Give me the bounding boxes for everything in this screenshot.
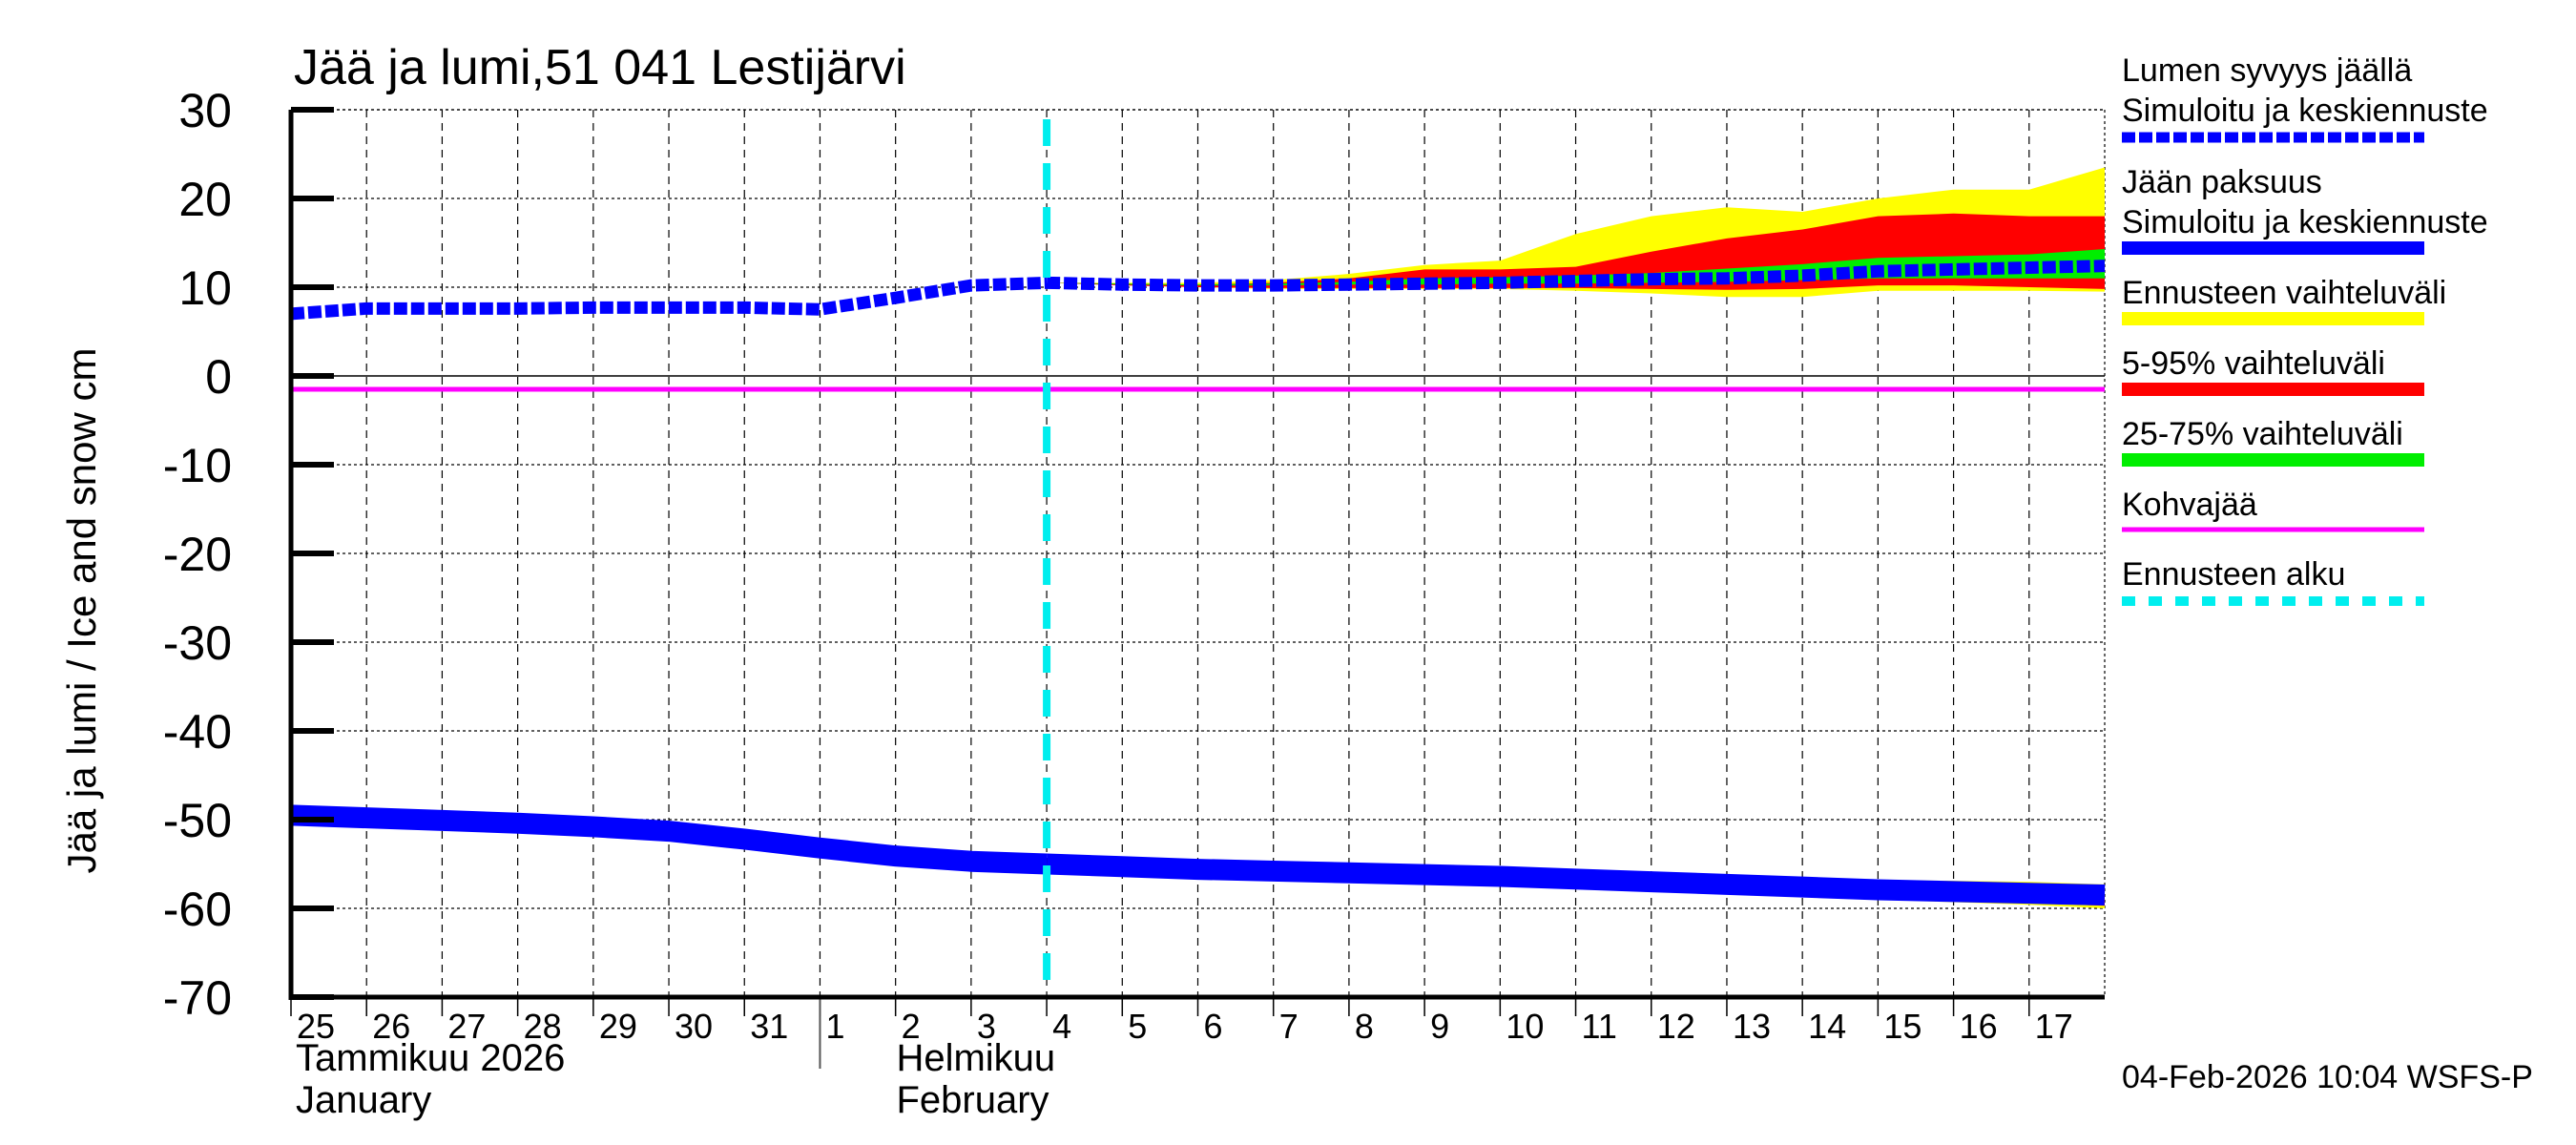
x-tick-label: 16 [1960, 1007, 1998, 1046]
snow-observed-line [290, 276, 1048, 321]
x-tick-label: 2 [902, 1007, 921, 1046]
snow-median-line [1046, 260, 2106, 292]
legend-item: Lumen syvyys jäällä Simuloitu ja keskienn… [2122, 52, 2488, 143]
legend: Lumen syvyys jäällä Simuloitu ja keskienn… [2122, 52, 2488, 606]
x-tick-label: 10 [1506, 1007, 1544, 1046]
timestamp: 04-Feb-2026 10:04 WSFS-P [2122, 1059, 2533, 1095]
x-tick-label: 7 [1279, 1007, 1298, 1046]
x-tick-label: 11 [1582, 1007, 1617, 1046]
x-tick-label: 12 [1657, 1007, 1695, 1046]
x-tick-label: 25 [297, 1007, 335, 1046]
x-tick-label: 3 [977, 1007, 996, 1046]
month-label-fi: Tammikuu 2026 [296, 1037, 565, 1079]
x-tick-label: 1 [825, 1007, 844, 1046]
chart-title: Jää ja lumi,51 041 Lestijärvi [294, 40, 906, 95]
legend-label: 5-95% vaihteluväli [2122, 345, 2385, 382]
legend-label: Kohvajää [2122, 487, 2257, 523]
ice-observed-line [290, 804, 1048, 875]
y-tick-label: -20 [163, 528, 232, 581]
legend-label: Simuloitu ja keskiennuste [2122, 204, 2488, 240]
y-tick-label: -50 [163, 794, 232, 847]
x-tick-label: 6 [1204, 1007, 1223, 1046]
month-label-en: January [296, 1079, 431, 1121]
ice-median-line [1046, 853, 2106, 906]
x-tick-label: 26 [372, 1007, 410, 1046]
y-tick-label: -40 [163, 705, 232, 759]
y-tick-label: 10 [178, 261, 232, 315]
legend-item: Ennusteen alku [2122, 556, 2424, 606]
legend-item: Ennusteen vaihteluväli [2122, 275, 2446, 325]
x-tick-label: 30 [675, 1007, 713, 1046]
x-tick-label: 13 [1733, 1007, 1771, 1046]
y-axis-label: Jää ja lumi / Ice and snow cm [59, 348, 104, 874]
x-tick-label: 28 [524, 1007, 562, 1046]
legend-label: Lumen syvyys jäällä [2122, 52, 2412, 89]
x-tick-label: 15 [1883, 1007, 1922, 1046]
legend-item: Kohvajää [2122, 487, 2424, 532]
x-tick-label: 17 [2035, 1007, 2073, 1046]
y-tick-label: 20 [178, 173, 232, 226]
x-tick-label: 9 [1430, 1007, 1449, 1046]
y-tick-label: -30 [163, 616, 232, 670]
y-tick-label: -60 [163, 883, 232, 936]
legend-label: Jään paksuus [2122, 164, 2322, 200]
legend-label: Simuloitu ja keskiennuste [2122, 93, 2488, 129]
legend-item: 25-75% vaihteluväli [2122, 416, 2424, 467]
x-tick-label: 29 [599, 1007, 637, 1046]
x-tick-label: 27 [447, 1007, 486, 1046]
x-tick-label: 14 [1808, 1007, 1846, 1046]
legend-label: Ennusteen alku [2122, 556, 2345, 593]
month-label-en: February [896, 1079, 1049, 1121]
y-tick-label: -10 [163, 439, 232, 492]
legend-label: 25-75% vaihteluväli [2122, 416, 2403, 452]
legend-label: Ennusteen vaihteluväli [2122, 275, 2446, 311]
y-tick-label: 0 [205, 350, 232, 404]
x-tick-label: 5 [1128, 1007, 1147, 1046]
x-tick-label: 31 [750, 1007, 788, 1046]
y-tick-label: -70 [163, 971, 232, 1025]
legend-item: 5-95% vaihteluväli [2122, 345, 2424, 396]
x-tick-label: 4 [1052, 1007, 1071, 1046]
legend-item: Jään paksuus Simuloitu ja keskiennuste [2122, 164, 2488, 255]
series-lines [290, 119, 2106, 997]
y-tick-label: 30 [178, 84, 232, 137]
month-label-fi: Helmikuu [896, 1037, 1055, 1079]
x-tick-label: 8 [1355, 1007, 1374, 1046]
